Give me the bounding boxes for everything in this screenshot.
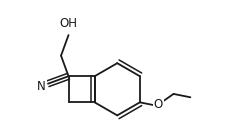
Text: N: N bbox=[37, 79, 46, 92]
Text: OH: OH bbox=[59, 17, 77, 30]
Text: O: O bbox=[153, 98, 162, 111]
